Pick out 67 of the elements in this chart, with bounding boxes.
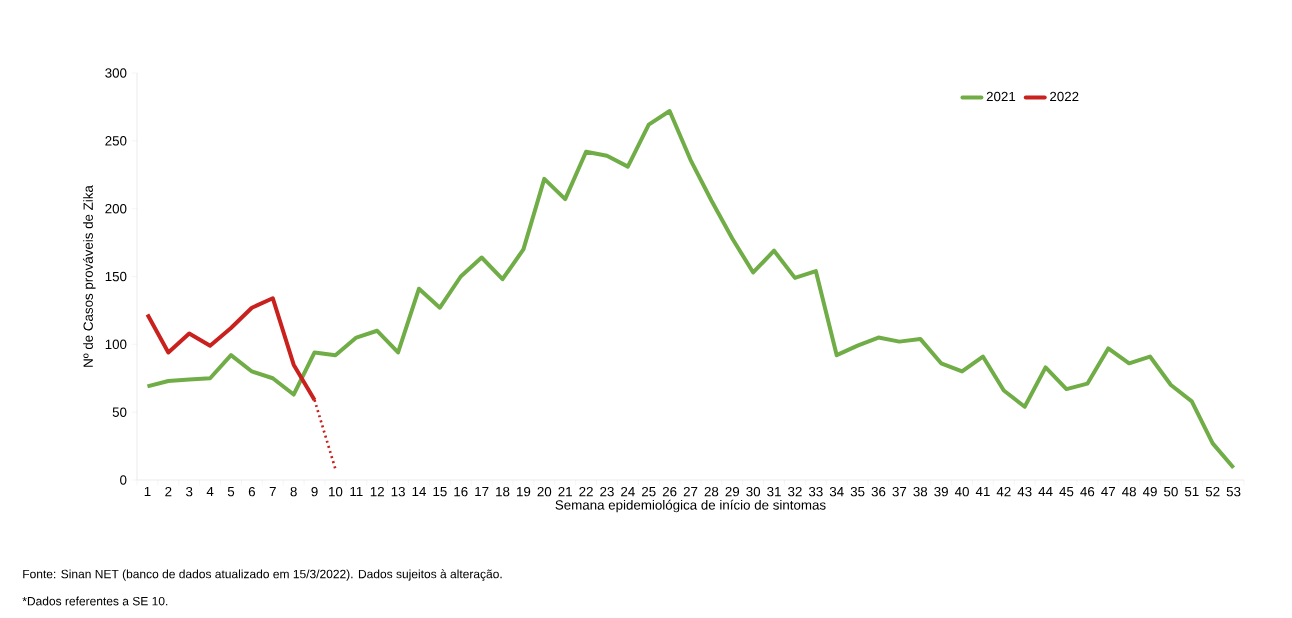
x-tick-label: 11 <box>350 486 363 497</box>
x-tick-label: 31 <box>767 486 781 497</box>
x-tick-label: 25 <box>641 486 656 497</box>
x-tick-label: 9 <box>311 486 318 497</box>
x-tick-label: 43 <box>1017 486 1032 497</box>
x-tick-label: 27 <box>683 486 698 497</box>
y-tick-label: 100 <box>105 339 127 350</box>
x-tick-label: 33 <box>808 486 823 497</box>
source-note: Fonte: Sinan NET (banco de dados atualizado em 15/3/2022). Dados sujeitos à alteração. <box>23 569 502 581</box>
x-tick-label: 30 <box>746 486 761 497</box>
x-tick-label: 44 <box>1038 486 1053 497</box>
x-tick-label: 8 <box>290 486 297 497</box>
x-tick-label: 39 <box>934 486 948 497</box>
y-tick-label: 250 <box>105 136 127 146</box>
legend-label: 2021 <box>986 91 1016 102</box>
x-tick-label: 1 <box>144 486 151 497</box>
y-tick-label: 50 <box>112 407 127 417</box>
x-tick-label: 37 <box>892 486 907 497</box>
x-tick-label: 4 <box>206 486 214 497</box>
x-tick-label: 10 <box>329 486 343 497</box>
x-tick-label: 12 <box>370 486 384 497</box>
x-tick-label: 17 <box>475 486 489 497</box>
y-tick-label: 0 <box>120 475 127 485</box>
x-tick-label: 51 <box>1184 486 1199 497</box>
x-tick-label: 45 <box>1059 486 1074 497</box>
x-tick-label: 53 <box>1226 486 1241 497</box>
x-tick-label: 19 <box>517 486 531 497</box>
x-tick-label: 7 <box>269 486 276 497</box>
x-tick-label: 49 <box>1142 486 1157 497</box>
legend-label: 2022 <box>1050 91 1079 102</box>
text: *Dados referentes a SE 10. <box>22 596 168 606</box>
x-tick-label: 28 <box>704 486 719 497</box>
x-tick-label: 24 <box>621 486 635 497</box>
y-axis-title: Nº de Casos prováveis de Zika <box>82 185 96 367</box>
x-tick-label: 46 <box>1080 486 1095 497</box>
x-tick-label: 40 <box>954 486 969 497</box>
y-tick-label: 150 <box>105 271 127 282</box>
x-tick-label: 2 <box>165 486 172 497</box>
x-tick-label: 35 <box>850 486 865 497</box>
x-tick-label: 32 <box>788 486 802 497</box>
x-tick-label: 22 <box>579 486 593 497</box>
y-tick-label: 300 <box>105 68 127 78</box>
x-tick-label: 48 <box>1122 486 1136 497</box>
x-tick-label: 3 <box>186 486 193 497</box>
x-tick-label: 52 <box>1205 486 1220 497</box>
x-tick-label: 29 <box>725 486 740 497</box>
x-tick-label: 36 <box>871 486 886 497</box>
x-tick-label: 23 <box>600 486 614 497</box>
x-tick-label: 34 <box>829 486 844 497</box>
y-tick-label: 200 <box>105 203 127 214</box>
x-tick-label: 50 <box>1164 486 1178 497</box>
x-tick-label: 13 <box>391 486 405 497</box>
x-tick-label: 47 <box>1101 486 1115 497</box>
x-tick-label: 5 <box>227 486 235 497</box>
x-tick-label: 14 <box>412 486 426 497</box>
x-axis-title: Semana epidemiológica de início de sintomas <box>555 499 826 513</box>
x-tick-label: 41 <box>975 486 990 497</box>
line-series <box>145 108 1236 470</box>
x-tick-label: 38 <box>913 486 928 497</box>
x-tick-label: 21 <box>558 486 572 497</box>
x-tick-label: 16 <box>454 486 468 497</box>
x-tick-label: 20 <box>537 486 552 497</box>
x-tick-label: 42 <box>996 486 1011 497</box>
x-tick-label: 6 <box>248 486 256 497</box>
x-tick-label: 18 <box>496 486 510 497</box>
x-tick-label: 15 <box>433 486 447 497</box>
x-tick-label: 26 <box>662 486 677 497</box>
